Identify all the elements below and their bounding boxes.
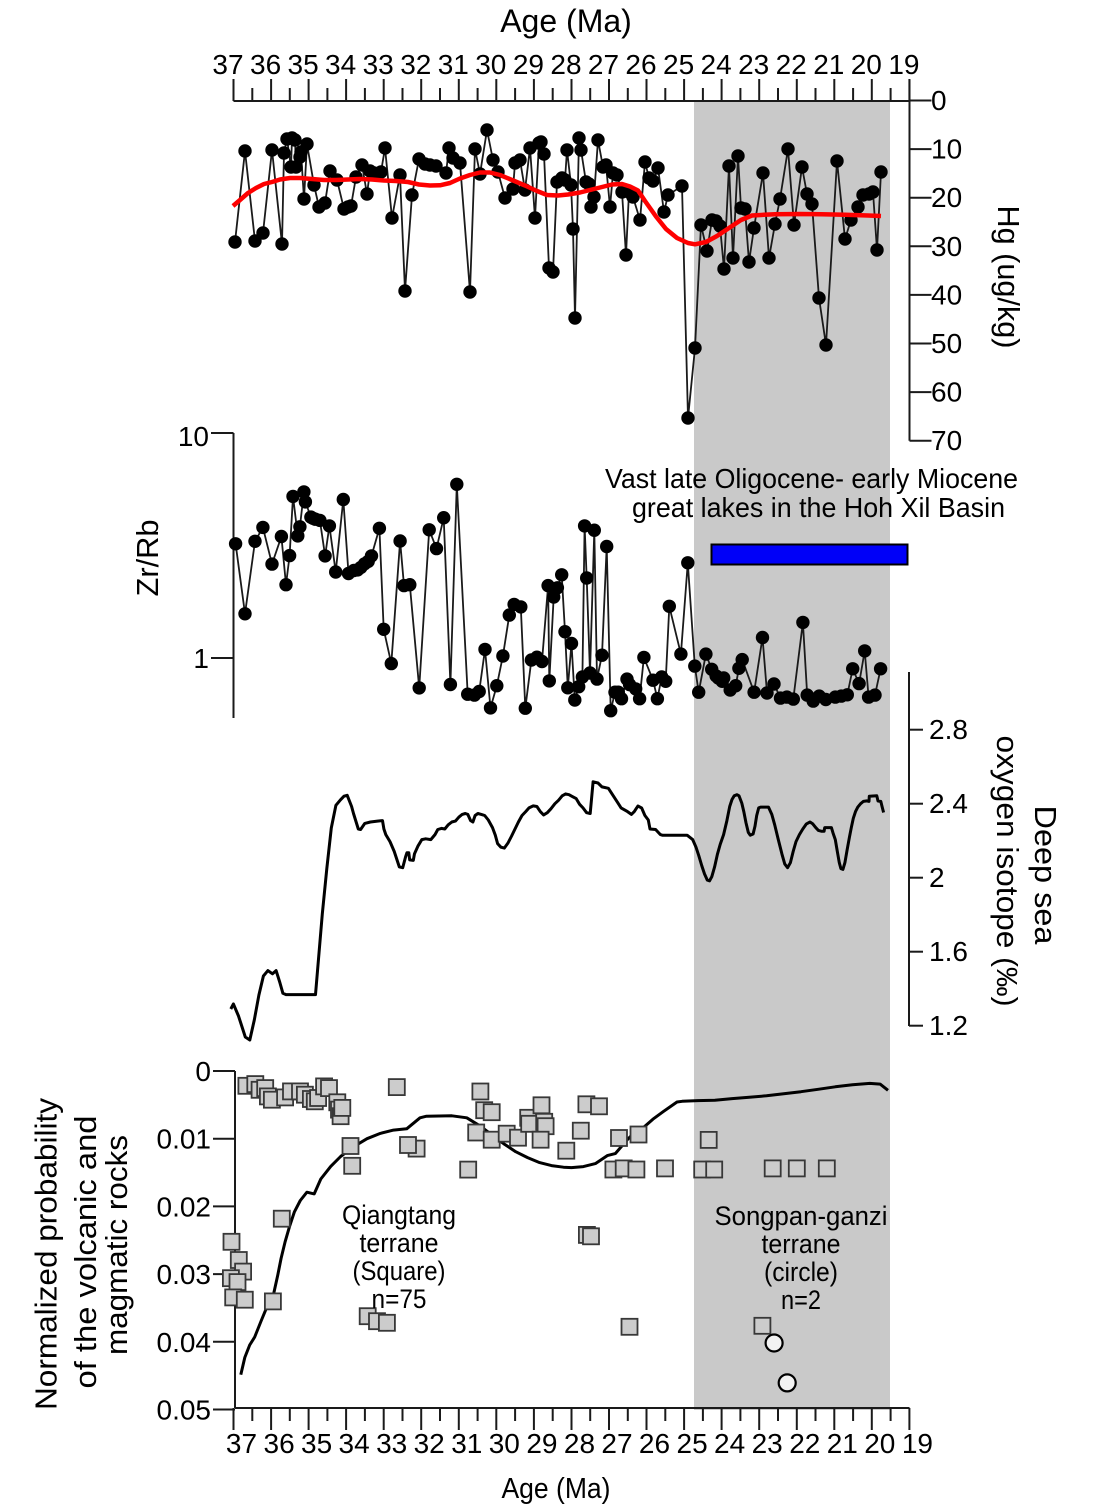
svg-text:(circle): (circle)	[764, 1257, 838, 1287]
svg-text:20: 20	[864, 1428, 895, 1459]
svg-text:70: 70	[931, 425, 962, 456]
svg-text:36: 36	[264, 1428, 295, 1459]
svg-text:great lakes in the Hoh Xil Bas: great lakes in the Hoh Xil Basin	[632, 492, 1005, 523]
svg-text:28: 28	[564, 1428, 595, 1459]
svg-text:Hg (ug/kg): Hg (ug/kg)	[991, 206, 1026, 349]
svg-text:30: 30	[475, 49, 506, 80]
svg-text:35: 35	[288, 49, 319, 80]
svg-text:22: 22	[776, 49, 807, 80]
svg-text:2.4: 2.4	[929, 788, 968, 819]
svg-text:31: 31	[451, 1428, 482, 1459]
svg-text:Vast late Oligocene- early Mio: Vast late Oligocene- early Miocene	[605, 463, 1018, 494]
svg-text:0: 0	[931, 85, 947, 116]
svg-text:31: 31	[438, 49, 469, 80]
svg-text:22: 22	[789, 1428, 820, 1459]
svg-text:37: 37	[226, 1428, 257, 1459]
svg-text:Deep sea: Deep sea	[1028, 806, 1063, 946]
svg-text:24: 24	[714, 1428, 745, 1459]
svg-text:24: 24	[701, 49, 732, 80]
svg-text:0: 0	[195, 1056, 211, 1087]
svg-text:19: 19	[888, 49, 919, 80]
svg-text:33: 33	[363, 49, 394, 80]
svg-text:35: 35	[301, 1428, 332, 1459]
svg-text:Songpan-ganzi: Songpan-ganzi	[715, 1201, 888, 1231]
svg-text:26: 26	[625, 49, 656, 80]
svg-text:32: 32	[414, 1428, 445, 1459]
svg-text:29: 29	[513, 49, 544, 80]
svg-text:2: 2	[929, 862, 945, 893]
svg-text:0.03: 0.03	[157, 1259, 212, 1290]
svg-text:Age (Ma): Age (Ma)	[500, 3, 632, 39]
svg-text:28: 28	[550, 49, 581, 80]
svg-text:20: 20	[931, 182, 962, 213]
svg-text:magmatic rocks: magmatic rocks	[99, 1135, 134, 1355]
svg-text:30: 30	[489, 1428, 520, 1459]
svg-text:1: 1	[193, 643, 209, 674]
svg-text:terrane: terrane	[762, 1229, 841, 1259]
svg-text:terrane: terrane	[360, 1228, 439, 1258]
svg-text:50: 50	[931, 328, 962, 359]
svg-text:26: 26	[639, 1428, 670, 1459]
svg-text:10: 10	[178, 421, 209, 452]
svg-text:29: 29	[526, 1428, 557, 1459]
svg-text:30: 30	[931, 231, 962, 262]
svg-text:0.01: 0.01	[157, 1124, 212, 1155]
svg-text:10: 10	[931, 134, 962, 165]
svg-text:2.8: 2.8	[929, 714, 968, 745]
svg-text:Age (Ma): Age (Ma)	[502, 1473, 611, 1505]
svg-text:25: 25	[677, 1428, 708, 1459]
svg-text:40: 40	[931, 279, 962, 310]
svg-text:23: 23	[738, 49, 769, 80]
svg-text:27: 27	[601, 1428, 632, 1459]
svg-text:1.6: 1.6	[929, 936, 968, 967]
svg-text:1.2: 1.2	[929, 1010, 968, 1041]
svg-text:19: 19	[902, 1428, 933, 1459]
svg-text:n=2: n=2	[781, 1285, 821, 1315]
svg-text:33: 33	[376, 1428, 407, 1459]
svg-text:32: 32	[400, 49, 431, 80]
svg-text:(Square): (Square)	[353, 1256, 446, 1286]
svg-text:oxygen isotope (‰): oxygen isotope (‰)	[990, 736, 1025, 1007]
svg-text:34: 34	[325, 49, 356, 80]
svg-text:0.04: 0.04	[157, 1327, 212, 1358]
svg-text:34: 34	[339, 1428, 370, 1459]
svg-text:Normalized probability: Normalized probability	[29, 1097, 64, 1410]
svg-text:60: 60	[931, 377, 962, 408]
svg-text:n=75: n=75	[372, 1284, 427, 1314]
svg-text:of the volcanic and: of the volcanic and	[68, 1116, 103, 1389]
svg-text:36: 36	[250, 49, 281, 80]
svg-text:0.02: 0.02	[157, 1191, 212, 1222]
svg-text:21: 21	[827, 1428, 858, 1459]
svg-text:20: 20	[851, 49, 882, 80]
svg-text:Qiangtang: Qiangtang	[342, 1200, 456, 1230]
svg-text:37: 37	[212, 49, 243, 80]
svg-text:25: 25	[663, 49, 694, 80]
svg-text:Zr/Rb: Zr/Rb	[130, 520, 165, 597]
svg-text:0.05: 0.05	[157, 1395, 212, 1426]
svg-text:23: 23	[752, 1428, 783, 1459]
svg-text:21: 21	[813, 49, 844, 80]
svg-text:27: 27	[588, 49, 619, 80]
